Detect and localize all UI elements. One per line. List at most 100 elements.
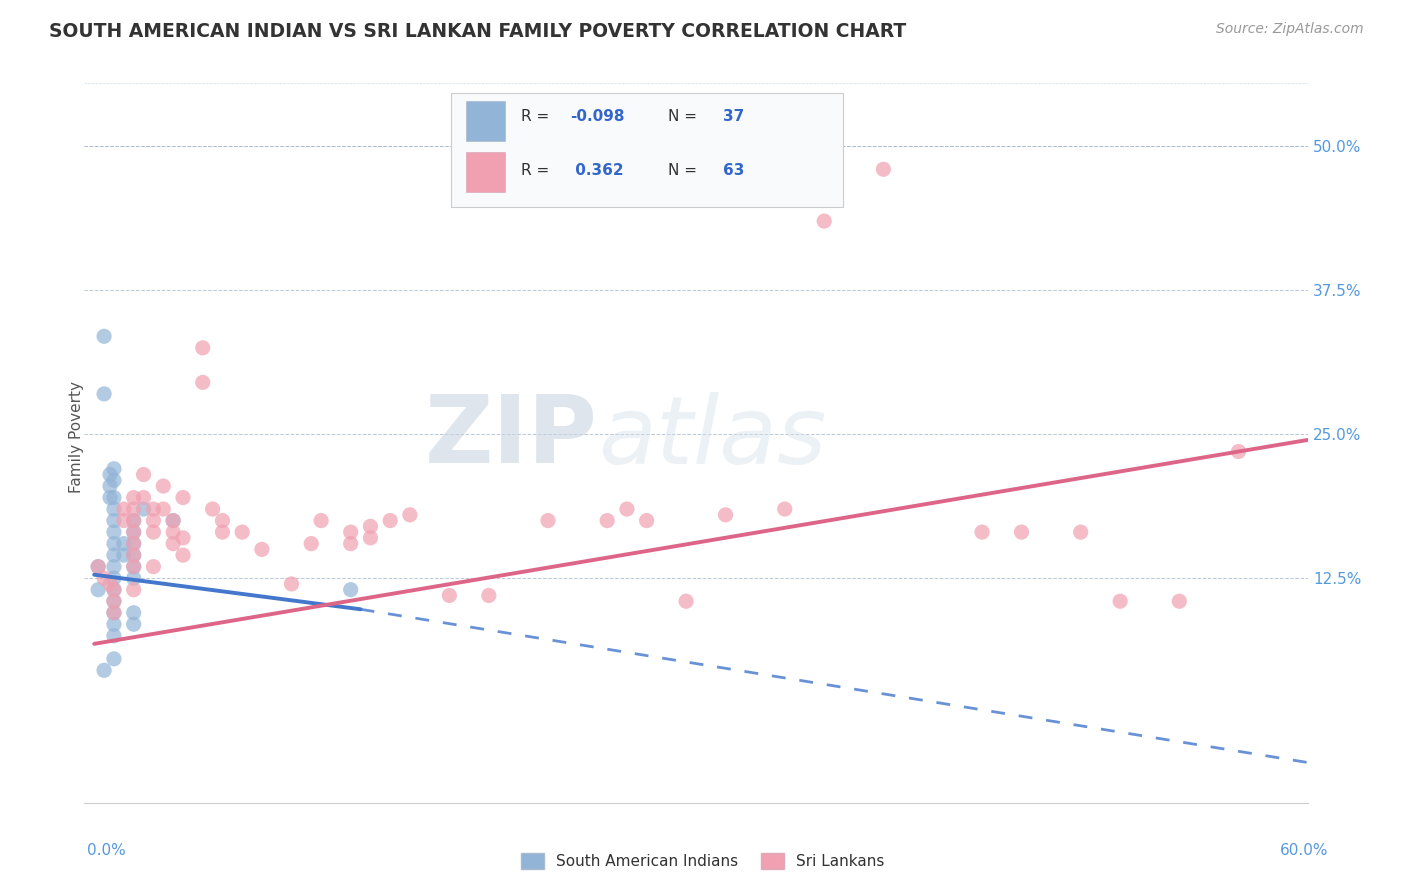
Point: [1168, 594, 1191, 608]
Point: [122, 514, 145, 528]
Point: [103, 548, 125, 562]
Point: [596, 514, 619, 528]
Point: [1011, 525, 1033, 540]
Text: N =: N =: [668, 109, 702, 124]
Point: [1109, 594, 1132, 608]
FancyBboxPatch shape: [465, 101, 505, 141]
Point: [122, 525, 145, 540]
Point: [616, 502, 638, 516]
Point: [162, 525, 184, 540]
Point: [1070, 525, 1092, 540]
Point: [339, 536, 361, 550]
Point: [103, 462, 125, 476]
Point: [773, 502, 796, 516]
Point: [93, 663, 115, 677]
Point: [675, 594, 697, 608]
Point: [122, 559, 145, 574]
Point: [103, 629, 125, 643]
Point: [132, 502, 155, 516]
Point: [191, 341, 214, 355]
Text: ZIP: ZIP: [425, 391, 598, 483]
Point: [103, 606, 125, 620]
Point: [359, 531, 381, 545]
Point: [122, 548, 145, 562]
Point: [152, 502, 174, 516]
Point: [93, 571, 115, 585]
Point: [122, 514, 145, 528]
Point: [142, 559, 165, 574]
Point: [299, 536, 322, 550]
Point: [122, 559, 145, 574]
Point: [87, 582, 110, 597]
Point: [103, 594, 125, 608]
Point: [122, 536, 145, 550]
Point: [98, 577, 121, 591]
Point: [339, 525, 361, 540]
Point: [87, 559, 110, 574]
Point: [103, 536, 125, 550]
Point: [399, 508, 422, 522]
Legend: South American Indians, Sri Lankans: South American Indians, Sri Lankans: [515, 847, 891, 875]
Point: [132, 467, 155, 482]
Point: [172, 548, 194, 562]
Point: [122, 491, 145, 505]
Point: [103, 559, 125, 574]
Point: [122, 536, 145, 550]
Point: [103, 617, 125, 632]
Point: [103, 571, 125, 585]
Point: [813, 214, 835, 228]
Text: 37: 37: [723, 109, 744, 124]
Point: [112, 536, 135, 550]
Point: [250, 542, 273, 557]
Point: [122, 525, 145, 540]
Point: [201, 502, 224, 516]
Point: [970, 525, 993, 540]
Y-axis label: Family Poverty: Family Poverty: [69, 381, 83, 493]
Point: [152, 479, 174, 493]
Point: [103, 594, 125, 608]
Point: [1227, 444, 1250, 458]
Point: [103, 514, 125, 528]
Point: [132, 491, 155, 505]
Point: [714, 508, 737, 522]
Point: [103, 582, 125, 597]
Point: [112, 502, 135, 516]
Text: 60.0%: 60.0%: [1281, 843, 1329, 858]
Point: [211, 525, 233, 540]
Text: N =: N =: [668, 162, 702, 178]
Text: R =: R =: [522, 162, 554, 178]
Point: [231, 525, 253, 540]
Point: [122, 571, 145, 585]
Point: [211, 514, 233, 528]
Point: [162, 514, 184, 528]
Point: [93, 329, 115, 343]
Point: [380, 514, 402, 528]
Point: [142, 502, 165, 516]
Point: [537, 514, 560, 528]
Point: [112, 514, 135, 528]
Text: SOUTH AMERICAN INDIAN VS SRI LANKAN FAMILY POVERTY CORRELATION CHART: SOUTH AMERICAN INDIAN VS SRI LANKAN FAMI…: [49, 22, 907, 41]
Text: atlas: atlas: [598, 392, 827, 483]
Point: [103, 606, 125, 620]
Point: [172, 491, 194, 505]
Point: [172, 531, 194, 545]
Point: [142, 514, 165, 528]
FancyBboxPatch shape: [451, 94, 842, 207]
Text: 63: 63: [723, 162, 744, 178]
Point: [439, 589, 461, 603]
Point: [93, 387, 115, 401]
Point: [142, 525, 165, 540]
Point: [122, 606, 145, 620]
Point: [98, 467, 121, 482]
Text: -0.098: -0.098: [569, 109, 624, 124]
Point: [103, 582, 125, 597]
Point: [103, 502, 125, 516]
Text: R =: R =: [522, 109, 554, 124]
Point: [103, 525, 125, 540]
Point: [122, 548, 145, 562]
Point: [872, 162, 894, 177]
Point: [309, 514, 332, 528]
Point: [103, 473, 125, 487]
Point: [103, 652, 125, 666]
Point: [103, 491, 125, 505]
